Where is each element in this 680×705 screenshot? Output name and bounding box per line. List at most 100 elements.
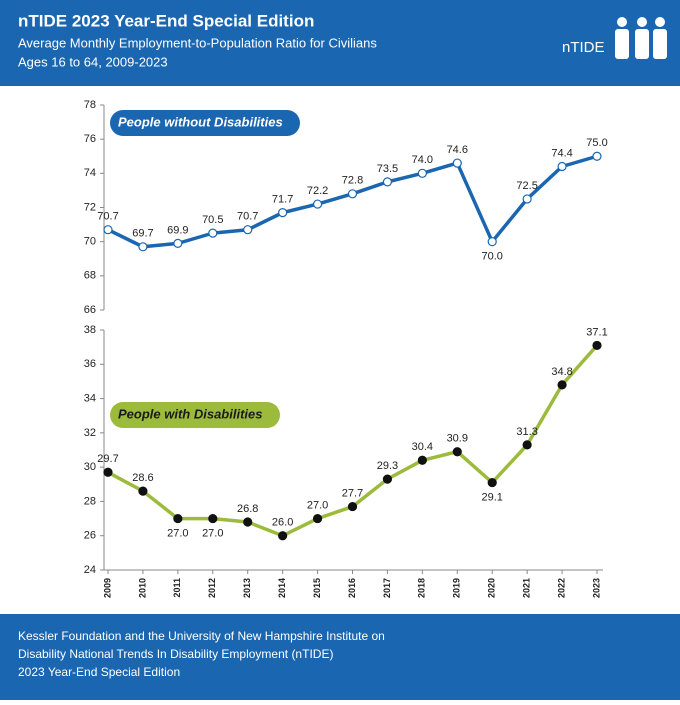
x-tick-label: 2017 <box>382 578 392 598</box>
data-label: 30.4 <box>412 441 433 453</box>
footer-text: Disability National Trends In Disability… <box>18 647 333 661</box>
series-label: People without Disabilities <box>118 114 283 129</box>
subtitle: Average Monthly Employment-to-Population… <box>18 35 377 50</box>
data-label: 69.9 <box>167 224 188 236</box>
y-tick-label: 38 <box>84 324 96 336</box>
x-tick-label: 2009 <box>102 578 112 598</box>
y-tick-label: 34 <box>84 392 96 404</box>
data-label: 72.5 <box>516 180 537 192</box>
x-tick-label: 2011 <box>172 578 182 598</box>
point <box>452 158 462 168</box>
point <box>382 177 393 187</box>
y-tick-label: 66 <box>84 304 96 316</box>
data-label: 73.5 <box>377 163 398 175</box>
point <box>138 486 148 496</box>
data-label: 26.0 <box>272 517 293 529</box>
x-tick-label: 2020 <box>487 578 497 598</box>
point <box>103 467 113 477</box>
y-tick-label: 76 <box>84 133 96 145</box>
x-tick-label: 2015 <box>312 578 322 598</box>
x-tick-label: 2018 <box>417 578 427 598</box>
y-tick-label: 36 <box>84 358 96 370</box>
data-label: 69.7 <box>132 228 153 240</box>
point <box>487 237 497 247</box>
data-label: 70.0 <box>482 251 503 263</box>
data-label: 29.7 <box>97 453 118 465</box>
point <box>417 168 427 178</box>
point <box>243 517 253 527</box>
point <box>557 161 567 172</box>
y-tick-label: 78 <box>84 99 96 111</box>
data-label: 71.7 <box>272 194 293 206</box>
y-tick-label: 28 <box>84 495 96 507</box>
data-label: 27.0 <box>167 527 188 539</box>
data-label: 28.6 <box>132 472 153 484</box>
footer-band <box>0 614 680 700</box>
y-tick-label: 72 <box>84 201 96 213</box>
point <box>173 513 183 524</box>
point <box>592 340 602 351</box>
point <box>208 228 218 238</box>
y-tick-label: 26 <box>84 530 96 542</box>
point <box>103 225 113 235</box>
point <box>312 513 323 524</box>
point <box>173 238 183 248</box>
point <box>208 513 218 524</box>
point <box>312 199 323 209</box>
data-label: 74.6 <box>447 144 468 156</box>
data-label: 30.9 <box>447 433 468 445</box>
point <box>487 477 497 488</box>
point <box>347 189 358 199</box>
footer-text: 2023 Year-End Special Edition <box>18 665 180 679</box>
data-label: 27.0 <box>202 527 223 539</box>
y-tick-label: 30 <box>84 461 96 473</box>
data-label: 26.8 <box>237 503 258 515</box>
data-label: 72.8 <box>342 175 363 187</box>
data-label: 29.1 <box>482 491 503 503</box>
point <box>382 474 393 484</box>
series-label-pill <box>110 402 280 428</box>
x-tick-label: 2019 <box>452 578 462 598</box>
footer-text: Kessler Foundation and the University of… <box>18 629 385 643</box>
data-label: 74.4 <box>551 147 572 159</box>
subtitle: Ages 16 to 64, 2009-2023 <box>18 54 168 69</box>
point <box>278 208 288 218</box>
x-tick-label: 2013 <box>242 578 252 598</box>
data-label: 31.3 <box>516 426 537 438</box>
x-tick-label: 2023 <box>591 578 601 598</box>
title: nTIDE 2023 Year-End Special Edition <box>18 11 314 30</box>
point <box>522 194 532 204</box>
x-tick-label: 2016 <box>347 578 357 598</box>
y-tick-label: 32 <box>84 427 96 439</box>
data-label: 34.8 <box>551 366 572 378</box>
point <box>452 447 462 457</box>
point <box>592 151 602 161</box>
x-tick-label: 2014 <box>277 578 287 598</box>
data-label: 70.5 <box>202 214 223 226</box>
series-label-pill <box>110 110 300 136</box>
y-tick-label: 24 <box>84 564 96 576</box>
data-label: 27.7 <box>342 487 363 499</box>
data-label: 70.7 <box>97 211 118 223</box>
logo-figures <box>615 17 667 59</box>
point <box>243 225 253 235</box>
series-label: People with Disabilities <box>118 406 262 421</box>
data-label: 74.0 <box>412 154 433 166</box>
point <box>557 380 567 390</box>
y-tick-label: 70 <box>84 236 96 248</box>
y-tick-label: 74 <box>84 167 96 179</box>
x-tick-label: 2021 <box>522 578 532 598</box>
data-label: 75.0 <box>586 137 607 149</box>
header-band <box>0 0 680 86</box>
logo-text: nTIDE <box>562 39 605 56</box>
data-label: 70.7 <box>237 211 258 223</box>
point <box>278 531 288 541</box>
data-label: 37.1 <box>586 326 607 338</box>
data-label: 27.0 <box>307 499 328 511</box>
point <box>417 455 427 465</box>
data-label: 72.2 <box>307 185 328 197</box>
point <box>138 242 148 252</box>
y-tick-label: 68 <box>84 270 96 282</box>
x-tick-label: 2012 <box>207 578 217 598</box>
